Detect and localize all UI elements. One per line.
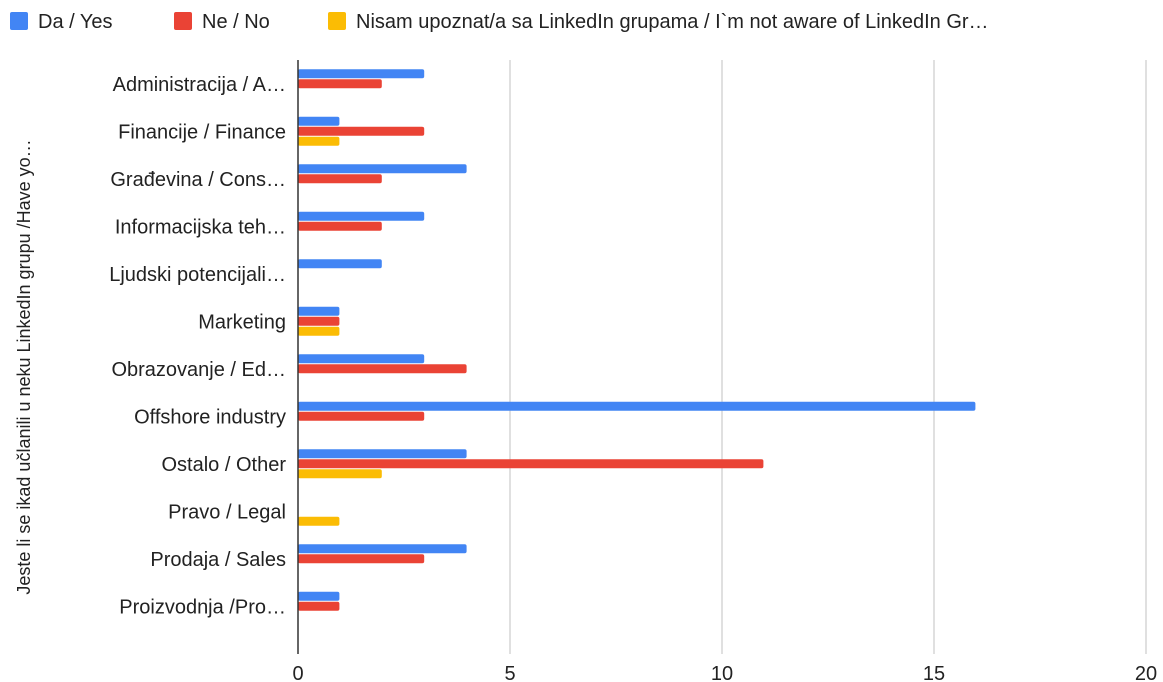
category-label: Financije / Finance (118, 121, 286, 143)
bar (298, 306, 340, 316)
bar (298, 136, 340, 146)
bar (298, 174, 382, 184)
x-tick-label: 10 (711, 663, 733, 682)
bar (298, 601, 340, 611)
bar (298, 116, 340, 126)
category-label: Ostalo / Other (162, 454, 287, 476)
x-tick-label: 20 (1135, 663, 1157, 682)
bar (298, 516, 340, 526)
legend-label: Da / Yes (38, 11, 113, 33)
legend-swatch (174, 12, 192, 30)
legend-swatch (10, 12, 28, 30)
category-label: Prodaja / Sales (150, 549, 286, 571)
y-axis-title: Jeste li se ikad učlanili u neku LinkedI… (14, 139, 34, 594)
bar (298, 164, 467, 174)
category-label: Marketing (198, 311, 286, 333)
legend: Da / Yes Ne / No Nisam upoznat/a sa Linked… (10, 11, 989, 33)
bar (298, 459, 764, 469)
bar (298, 221, 382, 231)
category-label: Ljudski potencijali… (109, 264, 286, 286)
x-tick-label: 5 (504, 663, 515, 682)
bar (298, 411, 425, 421)
bar (298, 69, 425, 79)
bar (298, 364, 467, 374)
bar (298, 469, 382, 479)
bar (298, 79, 382, 89)
legend-label: Nisam upoznat/a sa LinkedIn grupama / I`… (356, 11, 989, 33)
x-tick-label: 15 (923, 663, 945, 682)
bar (298, 354, 425, 364)
x-tick-label: 0 (292, 663, 303, 682)
category-label: Pravo / Legal (168, 501, 286, 523)
category-label: Administracija / A… (113, 74, 286, 96)
bars (298, 69, 976, 611)
category-label: Obrazovanje / Ed… (111, 359, 286, 381)
bar (298, 126, 425, 136)
bar (298, 554, 425, 564)
bar (298, 401, 976, 411)
category-label: Informacijska teh… (115, 216, 286, 238)
bar (298, 449, 467, 459)
legend-label: Ne / No (202, 11, 270, 33)
bar (298, 326, 340, 336)
category-label: Offshore industry (134, 406, 286, 428)
bar (298, 544, 467, 554)
bar (298, 316, 340, 326)
legend-swatch (328, 12, 346, 30)
bar (298, 259, 382, 269)
x-axis-ticks: 0 5 10 15 20 (292, 663, 1157, 682)
category-labels: Administracija / A… Financije / Finance Gr… (109, 74, 286, 619)
gridlines (509, 60, 1147, 654)
bar (298, 591, 340, 601)
category-label: Građevina / Cons… (110, 169, 286, 191)
bar (298, 211, 425, 221)
category-label: Proizvodnja /Pro… (119, 596, 286, 618)
